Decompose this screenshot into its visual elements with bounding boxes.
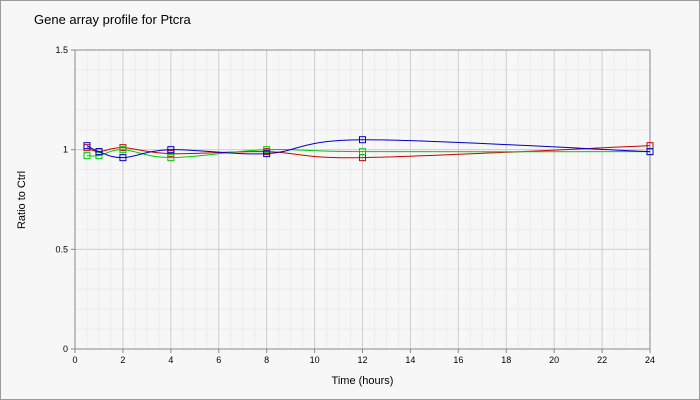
x-tick-label: 6 [216,355,221,365]
y-tick-label: 0 [63,344,68,354]
series-2-point[interactable] [359,148,366,156]
series-3-point[interactable] [95,148,103,156]
series-3-point[interactable] [119,154,127,162]
x-tick-label: 8 [264,355,269,365]
x-tick-label: 0 [72,355,77,365]
x-axis-ticks: 0 2 4 6 8 10 12 14 16 18 20 22 24 [72,349,655,365]
series-2-point[interactable] [167,154,175,162]
x-tick-label: 4 [168,355,173,365]
x-axis-label: Time (hours) [332,375,394,387]
x-tick-label: 24 [645,355,655,365]
series-2-point[interactable] [83,152,91,160]
x-tick-label: 22 [597,355,607,365]
series-3-point[interactable] [646,148,654,156]
major-grid [74,49,651,350]
series-2-point[interactable] [263,146,271,154]
chart-title: Gene array profile for Ptcra [34,12,192,27]
series-3-point[interactable] [83,142,91,150]
x-tick-label: 10 [310,355,320,365]
series-layer [83,136,654,162]
series-3-point[interactable] [167,146,175,154]
x-tick-label: 14 [405,355,415,365]
y-axis-ticks: 0 0.5 1 1.5 [55,45,75,354]
y-tick-label: 1 [63,145,68,155]
y-tick-label: 1.5 [55,45,68,55]
x-tick-label: 20 [549,355,559,365]
x-tick-label: 12 [357,355,367,365]
series-2-point[interactable] [119,146,127,154]
series-1-point[interactable] [167,150,175,158]
y-tick-label: 0.5 [55,244,68,254]
y-axis-label: Ratio to Ctrl [16,171,28,229]
series-3-point[interactable] [263,150,271,158]
series-2-point[interactable] [95,152,103,160]
series-3-point[interactable] [359,136,366,144]
x-tick-label: 18 [501,355,511,365]
x-tick-label: 16 [453,355,463,365]
x-tick-label: 2 [120,355,125,365]
